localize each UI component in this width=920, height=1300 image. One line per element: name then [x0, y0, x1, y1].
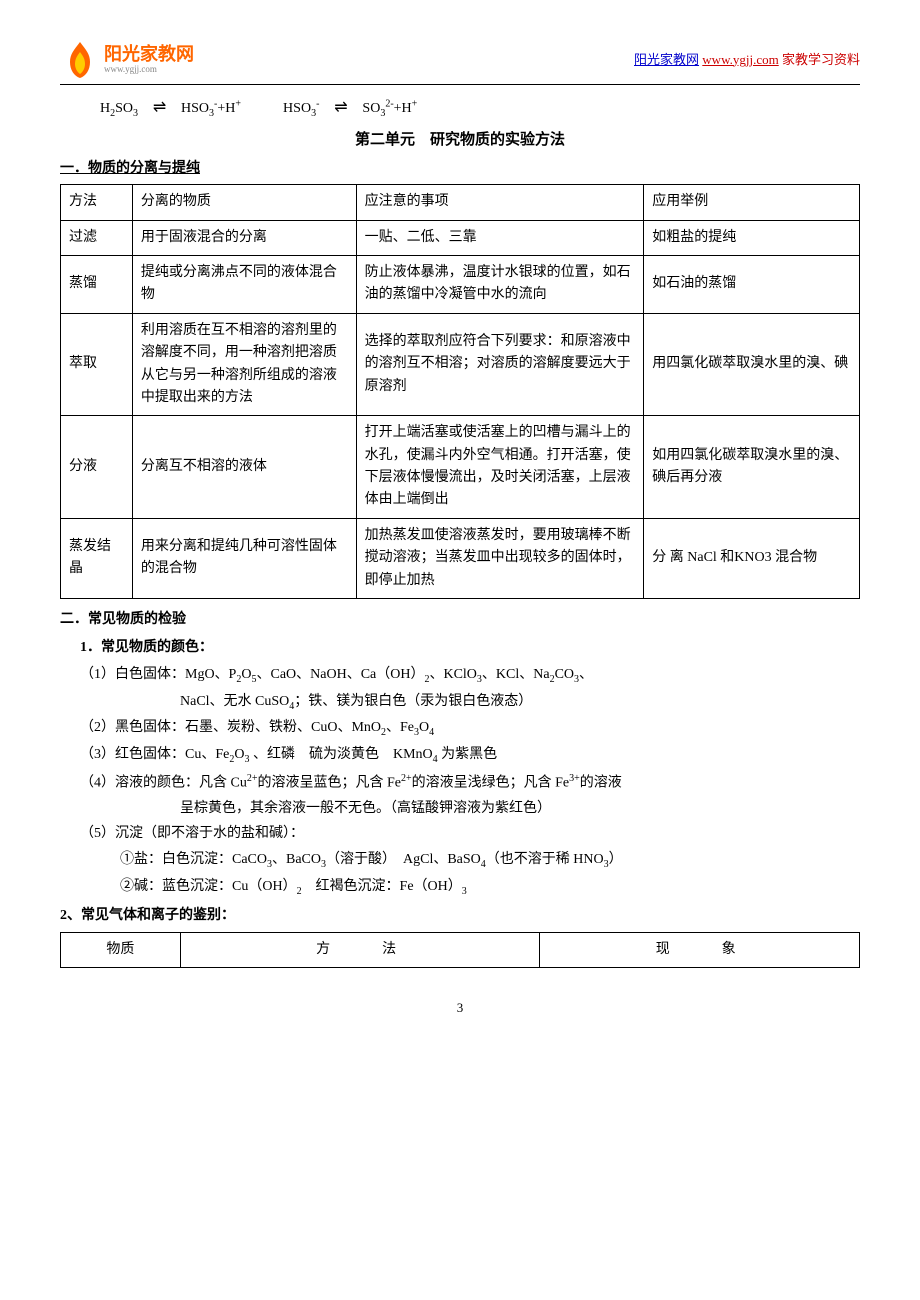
equilibrium-arrow-icon — [142, 95, 178, 121]
table-row: 萃取 利用溶质在互不相溶的溶剂里的溶解度不同，用一种溶剂把溶质从它与另一种溶剂所… — [61, 313, 860, 416]
header-brand[interactable]: 阳光家教网 — [634, 52, 699, 67]
table-header-cell: 方法 — [61, 185, 133, 220]
table-cell: 分 离 NaCl 和KNO3 混合物 — [644, 518, 860, 598]
logo-main-text: 阳光家教网 — [104, 45, 194, 65]
table-row: 物质 方 法 现 象 — [61, 932, 860, 967]
table-cell: 蒸馏 — [61, 255, 133, 313]
table-header-cell: 分离的物质 — [132, 185, 356, 220]
color-line-5: （5）沉淀（即不溶于水的盐和碱）： — [80, 823, 860, 845]
identification-table: 物质 方 法 现 象 — [60, 932, 860, 968]
color-line-1: （1）白色固体：MgO、P2O5、CaO、NaOH、Ca（OH）2、KClO3、… — [80, 664, 860, 688]
table-header-cell: 物质 — [61, 932, 181, 967]
table-row: 过滤 用于固液混合的分离 一贴、二低、三靠 如粗盐的提纯 — [61, 220, 860, 255]
table-row: 方法 分离的物质 应注意的事项 应用举例 — [61, 185, 860, 220]
table-cell: 选择的萃取剂应符合下列要求：和原溶液中的溶剂互不相溶；对溶质的溶解度要远大于原溶… — [356, 313, 644, 416]
sub-title-2: 2、常见气体和离子的鉴别： — [60, 905, 860, 927]
table-cell: 打开上端活塞或使活塞上的凹槽与漏斗上的水孔，使漏斗内外空气相通。打开活塞，使下层… — [356, 416, 644, 519]
logo-block: 阳光家教网 www.ygjj.com — [60, 40, 194, 80]
sub-title-1: 1．常见物质的颜色： — [80, 637, 860, 659]
color-line-4b: 呈棕黄色，其余溶液一般不无色。（高锰酸钾溶液为紫红色） — [180, 798, 860, 820]
color-line-3: （3）红色固体：Cu、Fe2O3 、红磷 硫为淡黄色 KMnO4 为紫黑色 — [80, 744, 860, 768]
table-cell: 用于固液混合的分离 — [132, 220, 356, 255]
section-2-title: 二．常见物质的检验 — [60, 609, 860, 631]
table-cell: 分离互不相溶的液体 — [132, 416, 356, 519]
color-line-1b: NaCl、无水 CuSO4；铁、镁为银白色（汞为银白色液态） — [180, 691, 860, 715]
color-line-2: （2）黑色固体：石墨、炭粉、铁粉、CuO、MnO2、Fe3O4 — [80, 717, 860, 741]
table-header-cell: 应用举例 — [644, 185, 860, 220]
table-cell: 加热蒸发皿使溶液蒸发时，要用玻璃棒不断搅动溶液；当蒸发皿中出现较多的固体时，即停… — [356, 518, 644, 598]
header-tail: 家教学习资料 — [782, 52, 860, 67]
table-header-cell: 应注意的事项 — [356, 185, 644, 220]
color-line-5b: ②碱：蓝色沉淀：Cu（OH）2 红褐色沉淀：Fe（OH）3 — [120, 876, 860, 900]
equation-line: H2SO3 HSO3-+H+ HSO3- SO32-+H+ — [60, 95, 860, 122]
table-cell: 如粗盐的提纯 — [644, 220, 860, 255]
color-line-4: （4）溶液的颜色：凡含 Cu2+的溶液呈蓝色；凡含 Fe2+的溶液呈浅绿色；凡含… — [80, 771, 860, 795]
table-cell: 一贴、二低、三靠 — [356, 220, 644, 255]
table-cell: 防止液体暴沸，温度计水银球的位置，如石油的蒸馏中冷凝管中水的流向 — [356, 255, 644, 313]
table-cell: 提纯或分离沸点不同的液体混合物 — [132, 255, 356, 313]
page-header: 阳光家教网 www.ygjj.com 阳光家教网 www.ygjj.com 家教… — [60, 40, 860, 85]
table-cell: 过滤 — [61, 220, 133, 255]
table-cell: 利用溶质在互不相溶的溶剂里的溶解度不同，用一种溶剂把溶质从它与另一种溶剂所组成的… — [132, 313, 356, 416]
flame-icon — [60, 40, 100, 80]
table-cell: 分液 — [61, 416, 133, 519]
logo-text: 阳光家教网 www.ygjj.com — [104, 45, 194, 75]
table-cell: 用来分离和提纯几种可溶性固体的混合物 — [132, 518, 356, 598]
color-line-5a: ①盐：白色沉淀：CaCO3、BaCO3（溶于酸） AgCl、BaSO4（也不溶于… — [120, 849, 860, 873]
separation-table: 方法 分离的物质 应注意的事项 应用举例 过滤 用于固液混合的分离 一贴、二低、… — [60, 184, 860, 599]
table-header-cell: 方 法 — [180, 932, 540, 967]
section-1-title: 一．物质的分离与提纯 — [60, 158, 860, 180]
page-number: 3 — [60, 998, 860, 1019]
table-row: 分液 分离互不相溶的液体 打开上端活塞或使活塞上的凹槽与漏斗上的水孔，使漏斗内外… — [61, 416, 860, 519]
table-cell: 如石油的蒸馏 — [644, 255, 860, 313]
header-url[interactable]: www.ygjj.com — [702, 52, 778, 67]
logo-sub-text: www.ygjj.com — [104, 65, 194, 75]
table-row: 蒸馏 提纯或分离沸点不同的液体混合物 防止液体暴沸，温度计水银球的位置，如石油的… — [61, 255, 860, 313]
header-right: 阳光家教网 www.ygjj.com 家教学习资料 — [634, 50, 860, 71]
table-header-cell: 现 象 — [540, 932, 860, 967]
table-cell: 蒸发结晶 — [61, 518, 133, 598]
table-cell: 萃取 — [61, 313, 133, 416]
unit-title: 第二单元 研究物质的实验方法 — [60, 128, 860, 152]
equilibrium-arrow-icon — [323, 95, 359, 121]
table-cell: 用四氯化碳萃取溴水里的溴、碘 — [644, 313, 860, 416]
table-row: 蒸发结晶 用来分离和提纯几种可溶性固体的混合物 加热蒸发皿使溶液蒸发时，要用玻璃… — [61, 518, 860, 598]
table-cell: 如用四氯化碳萃取溴水里的溴、碘后再分液 — [644, 416, 860, 519]
